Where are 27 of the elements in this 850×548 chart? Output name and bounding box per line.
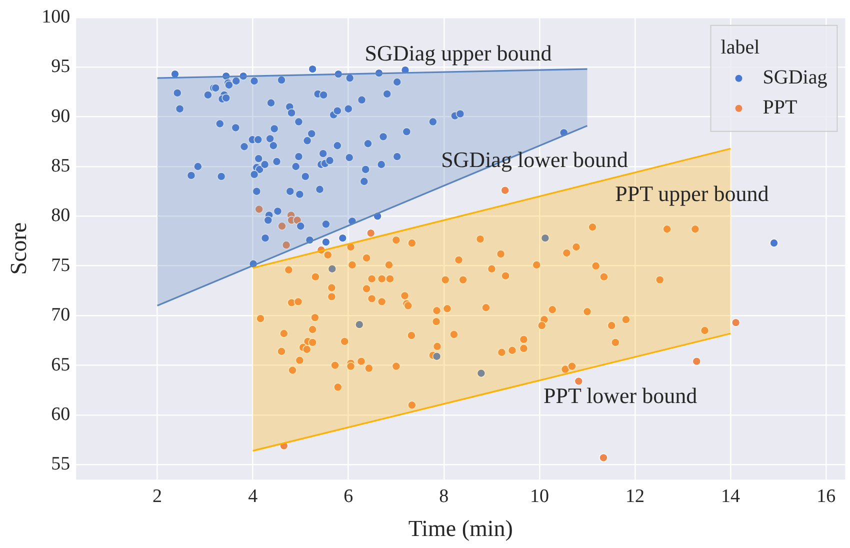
x-tick-label: 6 (344, 486, 354, 507)
y-tick-label: 85 (51, 155, 70, 176)
y-tick-label: 75 (51, 254, 70, 276)
y-tick-label: 80 (51, 205, 70, 226)
x-tick-label: 2 (152, 486, 162, 507)
y-tick-label: 70 (51, 304, 70, 326)
y-tick-label: 90 (51, 106, 70, 127)
y-tick-label: 65 (51, 354, 70, 376)
y-axis-title: Score (6, 222, 31, 275)
legend-label: SGDiag (762, 66, 828, 89)
y-tick-label: 60 (51, 404, 70, 425)
x-tick-label: 4 (248, 486, 258, 507)
x-tick-label: 14 (721, 486, 741, 507)
x-tick-label: 16 (816, 486, 836, 507)
series-label: SGDiag lower bound (441, 146, 628, 172)
x-axis-title: Time (min) (408, 516, 513, 542)
legend-title: label (720, 36, 760, 59)
series-label: SGDiag upper bound (364, 40, 552, 66)
series-label: PPT lower bound (543, 383, 698, 408)
series-label: PPT upper bound (615, 181, 769, 206)
legend-label: PPT (762, 96, 798, 119)
y-tick-label: 100 (42, 6, 70, 28)
x-tick-label: 10 (530, 486, 549, 507)
x-tick-label: 8 (439, 486, 449, 507)
x-tick-label: 12 (626, 486, 645, 507)
y-tick-label: 95 (51, 56, 70, 78)
y-tick-label: 55 (51, 454, 70, 475)
